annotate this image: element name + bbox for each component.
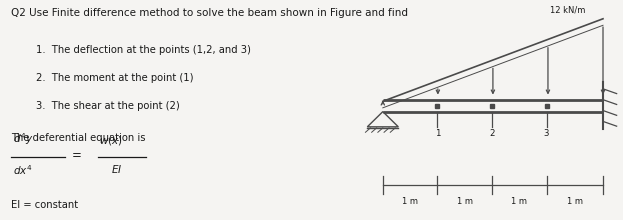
Text: $EI$: $EI$ xyxy=(110,163,122,175)
Text: $w(x)$: $w(x)$ xyxy=(100,134,123,147)
Text: =: = xyxy=(72,149,82,162)
Text: Q2 Use Finite difference method to solve the beam shown in Figure and find: Q2 Use Finite difference method to solve… xyxy=(11,8,407,18)
Text: 3: 3 xyxy=(544,129,549,138)
Text: 2: 2 xyxy=(489,129,495,138)
Text: 1 m: 1 m xyxy=(567,197,583,206)
Text: 1 m: 1 m xyxy=(402,197,418,206)
Text: EI = constant: EI = constant xyxy=(11,200,78,210)
Text: 2.  The moment at the point (1): 2. The moment at the point (1) xyxy=(36,73,193,83)
Text: The deferential equation is: The deferential equation is xyxy=(11,133,145,143)
Text: 1 m: 1 m xyxy=(457,197,473,206)
Text: 3.  The shear at the point (2): 3. The shear at the point (2) xyxy=(36,101,179,111)
Text: 1: 1 xyxy=(435,129,440,138)
Text: $dx^4$: $dx^4$ xyxy=(12,163,32,177)
Text: $d^4y$: $d^4y$ xyxy=(12,131,33,147)
Text: 1.  The deflection at the points (1,2, and 3): 1. The deflection at the points (1,2, an… xyxy=(36,45,250,55)
Text: 12 kN/m: 12 kN/m xyxy=(550,6,586,15)
Text: 1 m: 1 m xyxy=(511,197,527,206)
